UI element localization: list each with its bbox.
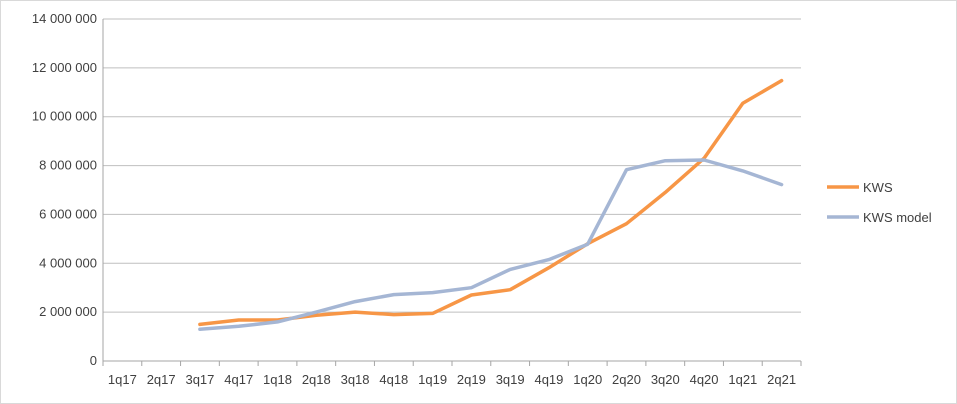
x-tick-label: 2q19 — [457, 372, 486, 387]
x-tick-label: 3q18 — [341, 372, 370, 387]
y-tick-label: 2 000 000 — [39, 304, 97, 319]
y-tick-label: 10 000 000 — [32, 109, 97, 124]
y-tick-label: 4 000 000 — [39, 255, 97, 270]
gridlines — [102, 18, 801, 362]
x-tick-label: 1q18 — [263, 372, 292, 387]
y-tick-label: 6 000 000 — [39, 206, 97, 221]
x-tick-label: 1q21 — [728, 372, 757, 387]
x-axis-tick-labels: 1q17 2q17 3q17 4q17 1q18 2q18 3q18 4q18 1q19 2q19… — [102, 361, 802, 387]
series-line-kws-model — [198, 158, 784, 331]
x-tick-label: 3q20 — [651, 372, 680, 387]
y-tick-label: 0 — [90, 353, 97, 368]
x-tick-label: 1q20 — [573, 372, 602, 387]
x-tick-label: 2q21 — [767, 372, 796, 387]
x-tick-label: 4q20 — [690, 372, 719, 387]
x-tick-label: 3q17 — [185, 372, 214, 387]
y-tick-label: 8 000 000 — [39, 158, 97, 173]
x-tick-label: 2q20 — [612, 372, 641, 387]
x-tick-label: 4q18 — [379, 372, 408, 387]
x-tick-label: 2q18 — [302, 372, 331, 387]
y-tick-label: 14 000 000 — [32, 11, 97, 26]
series-lines — [198, 78, 784, 331]
y-tick-label: 12 000 000 — [32, 60, 97, 75]
x-tick-label: 3q19 — [496, 372, 525, 387]
x-tick-label: 4q17 — [224, 372, 253, 387]
legend-label: KWS model — [863, 210, 932, 225]
x-tick-label: 1q17 — [108, 372, 137, 387]
x-tick-label: 1q19 — [418, 372, 447, 387]
legend-label: KWS — [863, 180, 893, 195]
x-tick-label: 2q17 — [147, 372, 176, 387]
x-tick-label: 4q19 — [534, 372, 563, 387]
legend: KWS KWS model — [827, 180, 932, 225]
y-axis-tick-labels: 0 2 000 000 4 000 000 6 000 000 8 000 000 10 … — [32, 11, 97, 368]
